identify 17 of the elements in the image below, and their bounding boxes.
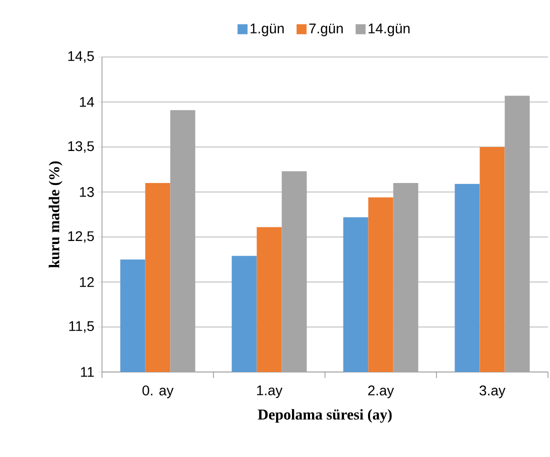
y-tick-label: 11 bbox=[81, 367, 94, 377]
y-tick-label: 12 bbox=[80, 277, 94, 287]
y-tick-label: 14 bbox=[80, 97, 94, 107]
legend-label: 1.gün bbox=[250, 24, 284, 36]
x-tick-label: 3.ay bbox=[480, 386, 506, 398]
x-tick-label: 2.ay bbox=[368, 386, 394, 398]
y-tick-label: 13 bbox=[80, 187, 94, 197]
x-tick-label: 0. ay bbox=[142, 386, 174, 398]
x-tick-label: 1.ay bbox=[257, 386, 282, 398]
y-tick-label: 11,5 bbox=[69, 321, 94, 333]
legend-label: 7.gün bbox=[309, 24, 343, 36]
y-tick-label: 14,5 bbox=[68, 51, 94, 63]
x-axis-title: Depolama süresi (ay) bbox=[258, 409, 392, 423]
y-tick-label: 12,5 bbox=[68, 231, 94, 243]
y-axis-title: kuru madde (%) bbox=[48, 161, 62, 268]
legend-label: 14.gün bbox=[368, 24, 410, 36]
y-tick-label: 13,5 bbox=[68, 141, 94, 153]
